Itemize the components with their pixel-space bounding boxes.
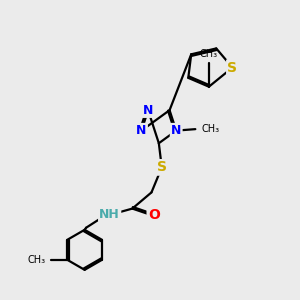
- Text: N: N: [171, 124, 181, 137]
- Text: CH₃: CH₃: [201, 124, 219, 134]
- Text: CH₃: CH₃: [27, 255, 46, 265]
- Text: S: S: [227, 61, 237, 75]
- Text: N: N: [136, 124, 147, 137]
- Text: O: O: [148, 208, 160, 222]
- Text: CH₃: CH₃: [200, 49, 218, 59]
- Text: S: S: [157, 160, 167, 174]
- Text: N: N: [143, 104, 153, 117]
- Text: NH: NH: [99, 208, 120, 221]
